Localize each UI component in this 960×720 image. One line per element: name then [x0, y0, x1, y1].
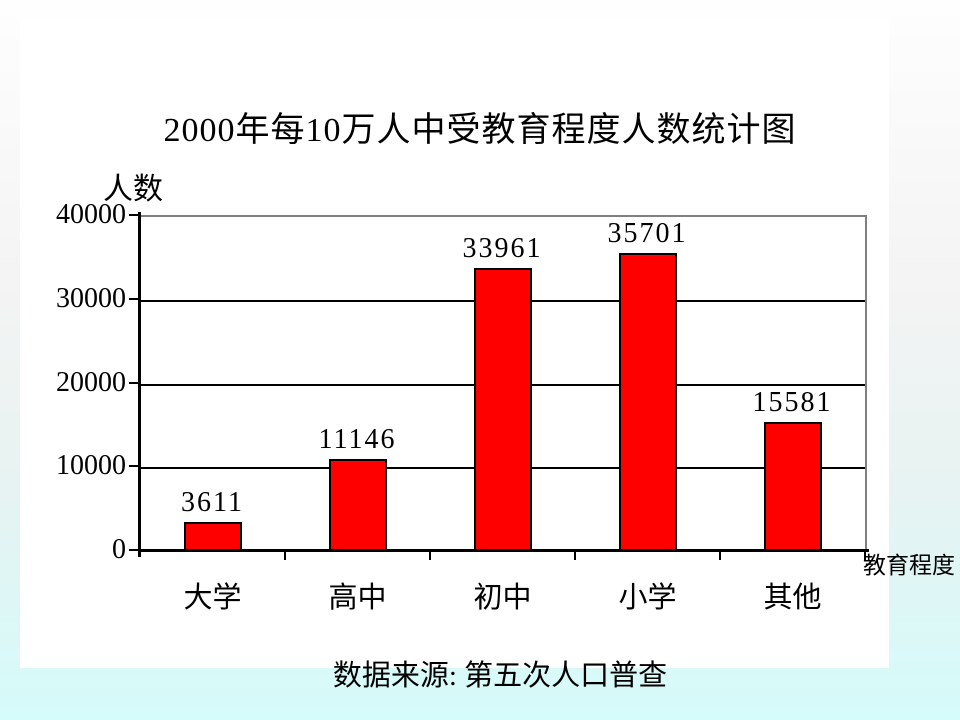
- bar-大学: [183, 521, 242, 552]
- x-tick-mark: [284, 552, 286, 560]
- y-tick-label: 40000: [56, 199, 126, 230]
- bar-value-label: 15581: [752, 386, 833, 418]
- bar-value-label: 33961: [462, 232, 543, 264]
- y-tick-mark: [129, 465, 139, 468]
- x-category-label: 初中: [473, 582, 532, 614]
- bar-value-label: 11146: [318, 423, 397, 455]
- y-tick-label: 0: [112, 534, 126, 565]
- plot-area: [140, 215, 867, 552]
- x-tick-mark: [719, 552, 721, 560]
- y-axis-title: 人数: [103, 173, 163, 206]
- slide-panel: 2000年每10万人中受教育程度人数统计图 人数 0 10000 20000 3000…: [20, 18, 955, 692]
- y-tick-mark: [129, 297, 139, 300]
- x-category-label: 其他: [763, 582, 822, 614]
- x-category-label: 小学: [618, 582, 677, 614]
- chart-title: 2000年每10万人中受教育程度人数统计图: [163, 112, 797, 149]
- y-tick-label: 30000: [56, 282, 126, 314]
- y-tick-mark: [129, 549, 139, 551]
- y-axis-line: [138, 212, 141, 557]
- source-note: 数据来源: 第五次人口普查: [332, 660, 668, 692]
- y-tick-mark: [129, 381, 139, 384]
- x-tick-mark: [574, 552, 576, 560]
- x-category-label: 高中: [328, 582, 387, 614]
- bar-value-label: 35701: [607, 218, 688, 249]
- x-axis-line: [138, 549, 869, 552]
- y-tick-label: 10000: [56, 450, 126, 482]
- y-tick-mark: [129, 214, 139, 216]
- bar-高中: [328, 458, 387, 552]
- x-tick-mark: [429, 552, 431, 560]
- x-axis-title: 教育程度: [863, 553, 955, 578]
- x-category-label: 大学: [183, 582, 242, 614]
- bar-其他: [763, 421, 822, 552]
- bar-初中: [473, 267, 532, 552]
- x-tick-mark: [864, 552, 866, 560]
- y-tick-label: 20000: [56, 366, 126, 398]
- bar-value-label: 3611: [181, 486, 244, 518]
- bar-小学: [618, 253, 677, 552]
